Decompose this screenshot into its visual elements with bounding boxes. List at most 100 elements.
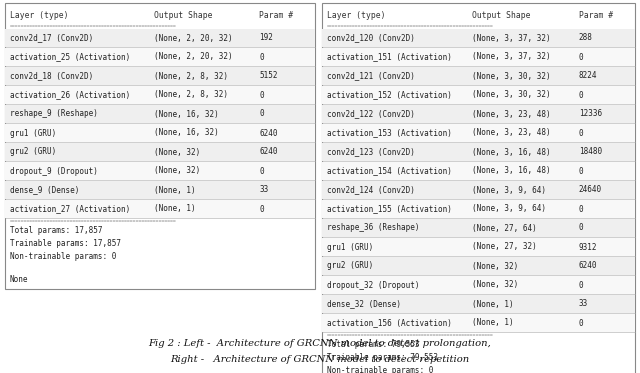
Text: activation_155 (Activation): activation_155 (Activation) bbox=[327, 204, 452, 213]
Bar bbox=[322, 3, 635, 373]
Text: Non-trainable params: 0: Non-trainable params: 0 bbox=[327, 366, 433, 373]
Bar bbox=[322, 143, 635, 161]
Text: (None, 27, 32): (None, 27, 32) bbox=[472, 242, 537, 251]
Text: Layer (type): Layer (type) bbox=[327, 10, 385, 19]
Bar bbox=[322, 238, 635, 256]
Text: (None, 32): (None, 32) bbox=[472, 280, 518, 289]
Text: Right -   Architecture of GRCNN model to detect repetition: Right - Architecture of GRCNN model to d… bbox=[170, 355, 470, 364]
Text: 0: 0 bbox=[259, 204, 264, 213]
Text: dense_32 (Dense): dense_32 (Dense) bbox=[327, 300, 401, 308]
Bar bbox=[322, 105, 635, 123]
Text: gru1 (GRU): gru1 (GRU) bbox=[327, 242, 373, 251]
Bar bbox=[322, 314, 635, 332]
Text: 0: 0 bbox=[259, 110, 264, 119]
Bar bbox=[5, 162, 315, 180]
Text: Param #: Param # bbox=[259, 10, 293, 19]
Text: 288: 288 bbox=[579, 34, 593, 43]
Bar bbox=[5, 181, 315, 199]
Text: activation_152 (Activation): activation_152 (Activation) bbox=[327, 91, 452, 100]
Text: dropout_9 (Dropout): dropout_9 (Dropout) bbox=[10, 166, 98, 176]
Text: 33: 33 bbox=[579, 300, 588, 308]
Bar bbox=[322, 29, 635, 47]
Bar bbox=[322, 219, 635, 237]
Text: 192: 192 bbox=[259, 34, 273, 43]
Bar bbox=[5, 29, 315, 47]
Bar bbox=[322, 295, 635, 313]
Text: dropout_32 (Dropout): dropout_32 (Dropout) bbox=[327, 280, 419, 289]
Text: conv2d_17 (Conv2D): conv2d_17 (Conv2D) bbox=[10, 34, 93, 43]
Text: (None, 16, 32): (None, 16, 32) bbox=[154, 110, 218, 119]
Text: 0: 0 bbox=[579, 280, 583, 289]
Text: ==========================================================: ========================================… bbox=[10, 24, 177, 29]
Text: conv2d_124 (Conv2D): conv2d_124 (Conv2D) bbox=[327, 185, 415, 194]
Text: activation_153 (Activation): activation_153 (Activation) bbox=[327, 129, 452, 138]
Bar bbox=[5, 48, 315, 66]
Text: (None, 1): (None, 1) bbox=[154, 185, 195, 194]
Text: gru2 (GRU): gru2 (GRU) bbox=[327, 261, 373, 270]
Bar bbox=[5, 124, 315, 142]
Text: Total params: 17,857: Total params: 17,857 bbox=[10, 226, 102, 235]
Text: (None, 2, 8, 32): (None, 2, 8, 32) bbox=[154, 72, 228, 81]
Text: 5152: 5152 bbox=[259, 72, 278, 81]
Text: 0: 0 bbox=[579, 91, 583, 100]
Text: Non-trainable params: 0: Non-trainable params: 0 bbox=[10, 252, 116, 261]
Text: None: None bbox=[10, 275, 29, 284]
Text: 0: 0 bbox=[579, 166, 583, 176]
Text: (None, 2, 20, 32): (None, 2, 20, 32) bbox=[154, 53, 232, 62]
Text: (None, 3, 37, 32): (None, 3, 37, 32) bbox=[472, 34, 551, 43]
Text: 0: 0 bbox=[579, 53, 583, 62]
Text: Trainable params: 17,857: Trainable params: 17,857 bbox=[10, 239, 121, 248]
Text: conv2d_121 (Conv2D): conv2d_121 (Conv2D) bbox=[327, 72, 415, 81]
Text: conv2d_123 (Conv2D): conv2d_123 (Conv2D) bbox=[327, 147, 415, 157]
Text: 12336: 12336 bbox=[579, 110, 602, 119]
Text: (None, 3, 37, 32): (None, 3, 37, 32) bbox=[472, 53, 551, 62]
Text: conv2d_120 (Conv2D): conv2d_120 (Conv2D) bbox=[327, 34, 415, 43]
Text: 0: 0 bbox=[579, 129, 583, 138]
Text: 0: 0 bbox=[579, 204, 583, 213]
Text: Fig 2 : Left -  Architecture of GRCNN model to detect prolongation,: Fig 2 : Left - Architecture of GRCNN mod… bbox=[148, 339, 492, 348]
Text: ==========================================================: ========================================… bbox=[327, 24, 493, 29]
Text: (None, 32): (None, 32) bbox=[472, 261, 518, 270]
Text: reshape_9 (Reshape): reshape_9 (Reshape) bbox=[10, 110, 98, 119]
Bar bbox=[5, 200, 315, 218]
Text: activation_27 (Activation): activation_27 (Activation) bbox=[10, 204, 131, 213]
Text: dense_9 (Dense): dense_9 (Dense) bbox=[10, 185, 79, 194]
Text: 0: 0 bbox=[259, 166, 264, 176]
Text: (None, 3, 16, 48): (None, 3, 16, 48) bbox=[472, 166, 551, 176]
Bar bbox=[322, 86, 635, 104]
Text: (None, 32): (None, 32) bbox=[154, 147, 200, 157]
Text: activation_151 (Activation): activation_151 (Activation) bbox=[327, 53, 452, 62]
Text: 0: 0 bbox=[579, 319, 583, 327]
Text: (None, 16, 32): (None, 16, 32) bbox=[154, 129, 218, 138]
Text: activation_26 (Activation): activation_26 (Activation) bbox=[10, 91, 131, 100]
Bar bbox=[5, 105, 315, 123]
Text: 9312: 9312 bbox=[579, 242, 597, 251]
Bar bbox=[322, 162, 635, 180]
Text: 6240: 6240 bbox=[579, 261, 597, 270]
Bar bbox=[5, 3, 315, 289]
Text: Output Shape: Output Shape bbox=[154, 10, 212, 19]
Text: (None, 27, 64): (None, 27, 64) bbox=[472, 223, 537, 232]
Text: Param #: Param # bbox=[579, 10, 612, 19]
Text: Output Shape: Output Shape bbox=[472, 10, 531, 19]
Text: 33: 33 bbox=[259, 185, 268, 194]
Text: (None, 1): (None, 1) bbox=[154, 204, 195, 213]
Text: 18480: 18480 bbox=[579, 147, 602, 157]
Bar bbox=[322, 48, 635, 66]
Text: (None, 3, 9, 64): (None, 3, 9, 64) bbox=[472, 185, 547, 194]
Bar bbox=[5, 86, 315, 104]
Text: (None, 3, 9, 64): (None, 3, 9, 64) bbox=[472, 204, 547, 213]
Text: (None, 1): (None, 1) bbox=[472, 319, 514, 327]
Bar bbox=[5, 143, 315, 161]
Text: (None, 3, 30, 32): (None, 3, 30, 32) bbox=[472, 72, 551, 81]
Text: ==========================================================: ========================================… bbox=[327, 333, 493, 338]
Text: 24640: 24640 bbox=[579, 185, 602, 194]
Text: Trainable params: 79,553: Trainable params: 79,553 bbox=[327, 353, 438, 362]
Text: gru1 (GRU): gru1 (GRU) bbox=[10, 129, 56, 138]
Text: 0: 0 bbox=[259, 53, 264, 62]
Text: 0: 0 bbox=[259, 91, 264, 100]
Bar bbox=[322, 200, 635, 218]
Text: Total params: 79,553: Total params: 79,553 bbox=[327, 340, 419, 349]
Bar bbox=[322, 124, 635, 142]
Text: (None, 3, 23, 48): (None, 3, 23, 48) bbox=[472, 129, 551, 138]
